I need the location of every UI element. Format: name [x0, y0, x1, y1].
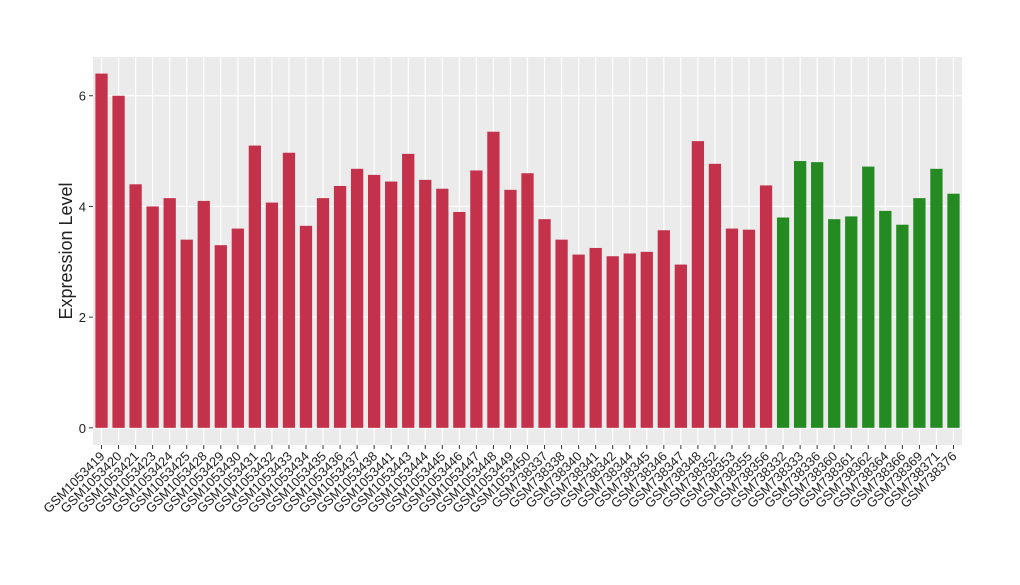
- bar: [623, 253, 636, 428]
- bar: [436, 188, 449, 428]
- bar: [112, 95, 125, 428]
- bar: [896, 224, 909, 428]
- bar: [385, 181, 398, 428]
- bar: [248, 145, 262, 428]
- bar: [419, 179, 432, 428]
- bar: [368, 174, 381, 428]
- bar: [589, 247, 602, 428]
- bar: [742, 229, 756, 428]
- bar: [487, 131, 500, 428]
- bar: [180, 239, 193, 428]
- bar: [521, 173, 534, 428]
- bar: [930, 168, 943, 428]
- y-tick-label: 2: [79, 310, 86, 325]
- bar: [316, 198, 330, 428]
- bar: [95, 73, 108, 428]
- bar: [265, 202, 279, 428]
- bar: [606, 256, 619, 428]
- bar: [708, 163, 722, 428]
- bar: [640, 251, 653, 428]
- bar: [146, 206, 159, 428]
- bar: [214, 245, 227, 428]
- bar: [453, 211, 466, 428]
- bar: [828, 219, 841, 428]
- bar: [947, 193, 960, 428]
- bar: [129, 184, 142, 428]
- bar: [759, 185, 773, 428]
- bar: [725, 228, 739, 428]
- bar: [282, 152, 296, 428]
- bar: [572, 254, 585, 428]
- bar: [674, 264, 687, 428]
- bar: [538, 219, 551, 428]
- bar: [913, 198, 926, 428]
- bar: [555, 239, 568, 428]
- bar: [197, 200, 210, 428]
- bar: [691, 141, 705, 428]
- bar: [776, 217, 790, 428]
- bar: [862, 166, 875, 428]
- bar: [402, 153, 415, 428]
- bar: [657, 230, 670, 428]
- bar: [504, 189, 517, 428]
- y-tick-label: 0: [79, 421, 86, 436]
- bar: [231, 228, 244, 428]
- bar: [470, 170, 483, 428]
- bar: [163, 198, 176, 428]
- bar: [811, 162, 824, 428]
- bar: [793, 161, 807, 428]
- bar: [879, 210, 892, 428]
- bar: [350, 168, 364, 428]
- bar: [845, 216, 858, 428]
- y-axis-title: Expression Level: [56, 182, 76, 319]
- y-tick-label: 6: [79, 89, 86, 104]
- y-tick-label: 4: [79, 199, 86, 214]
- bar: [333, 185, 347, 428]
- bar: [299, 225, 313, 428]
